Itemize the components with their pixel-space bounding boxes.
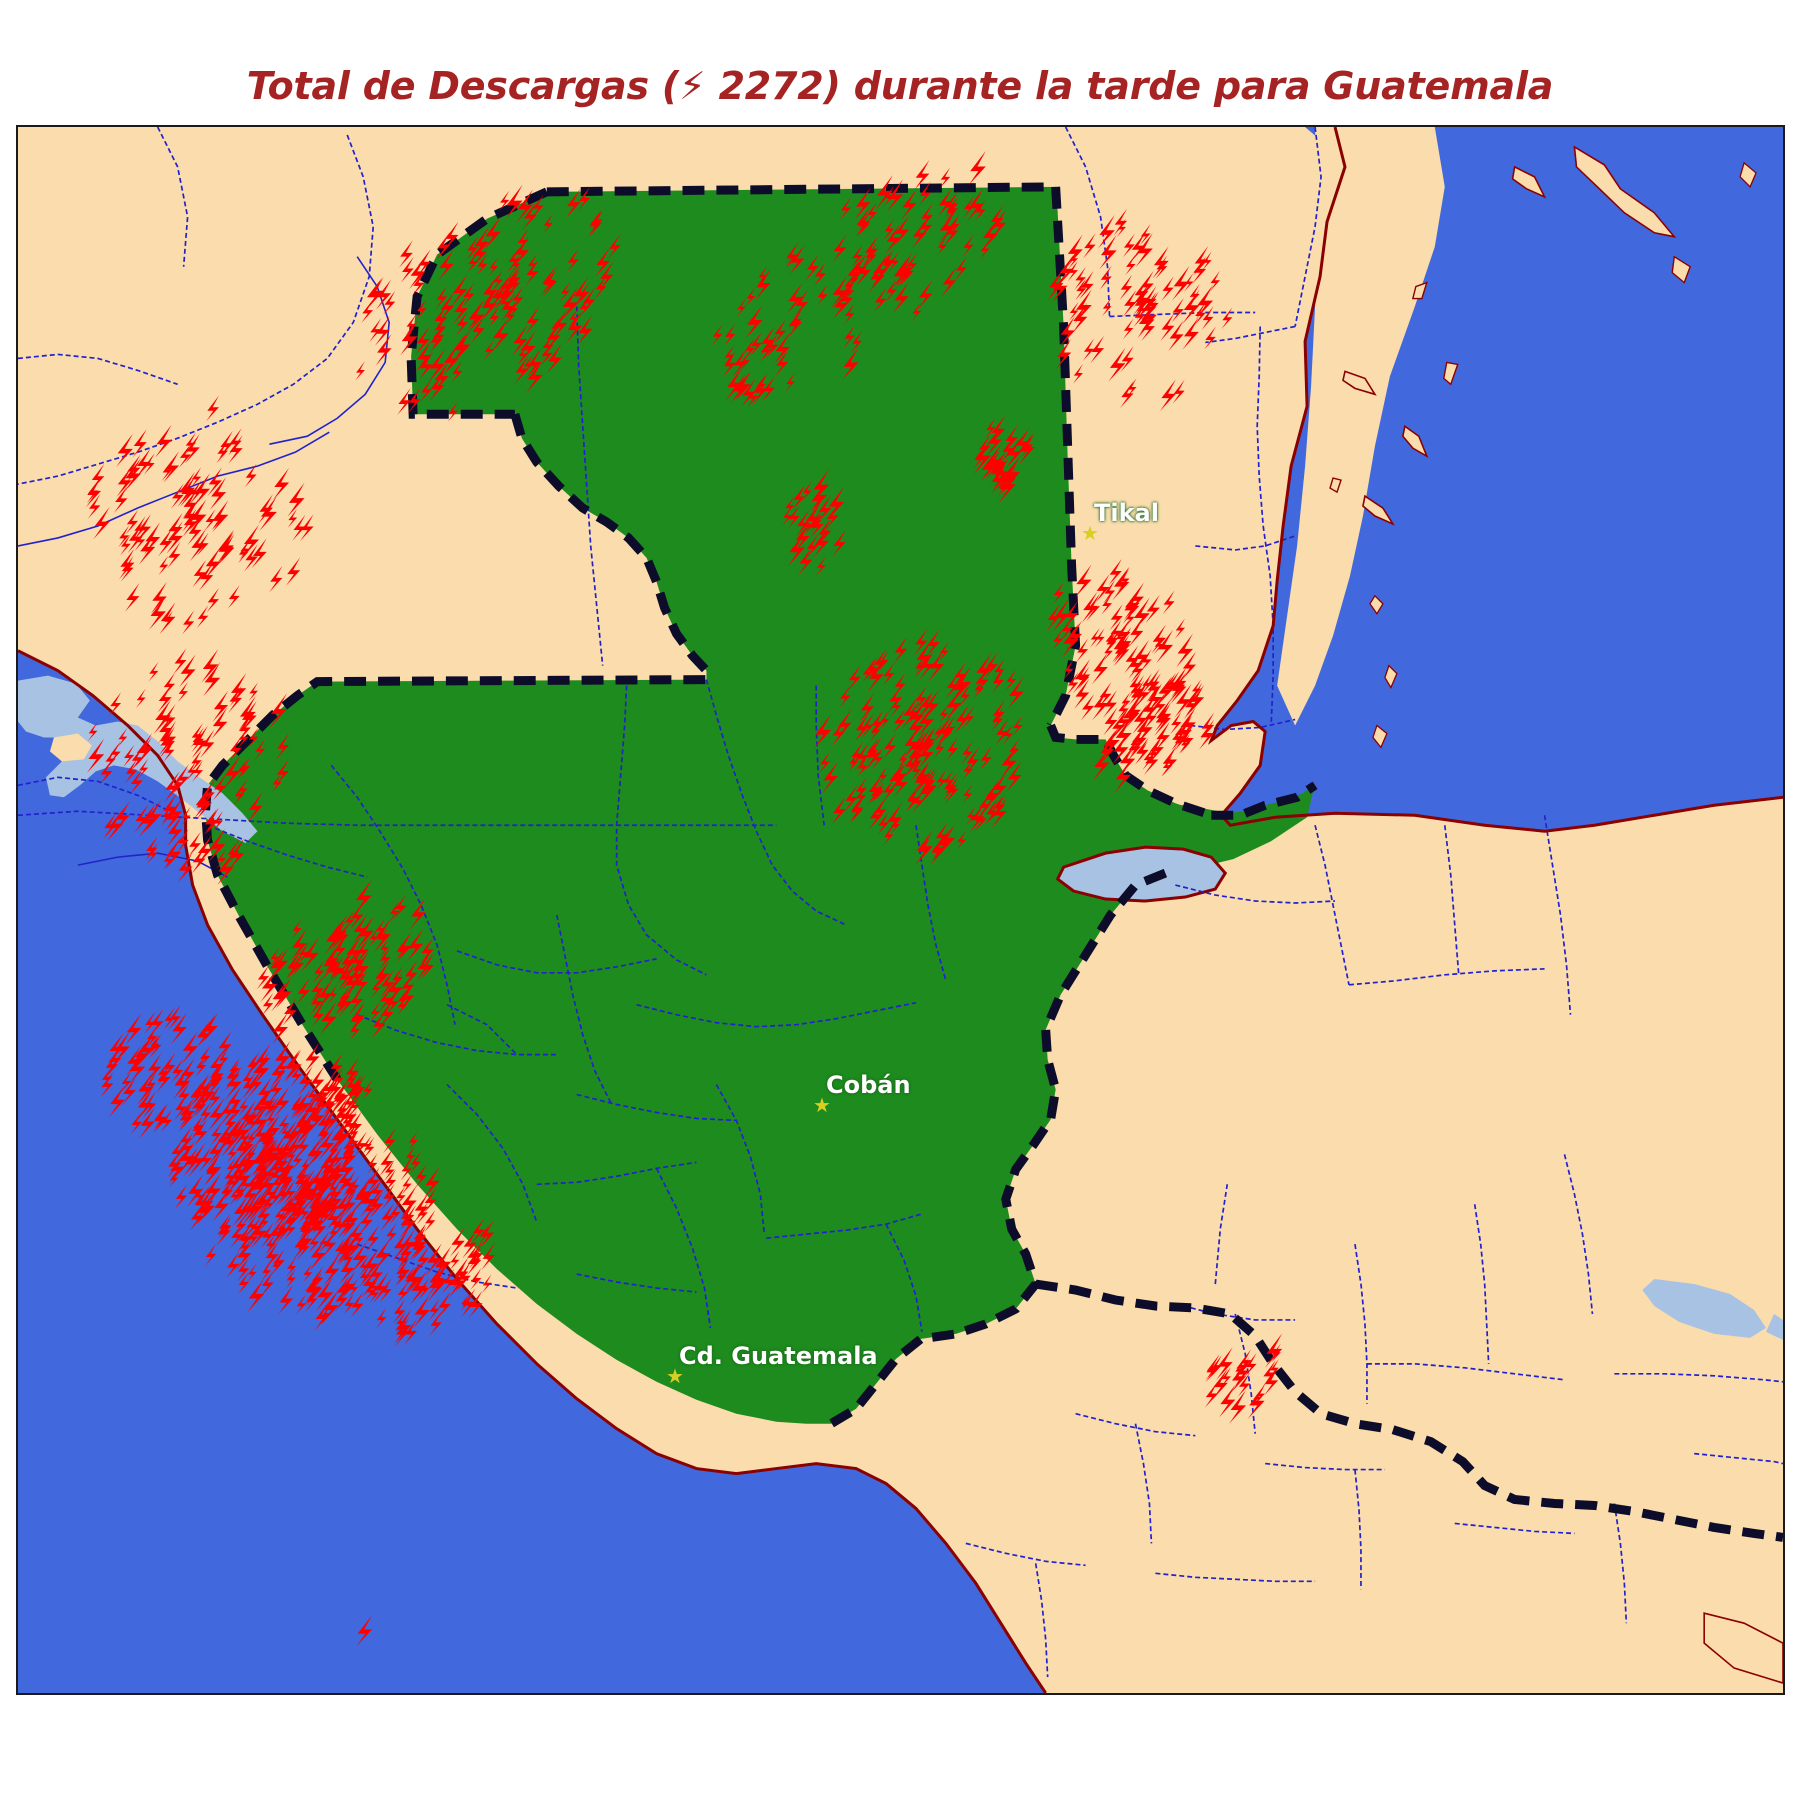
admin-boundaries-layer <box>18 127 1783 1678</box>
coastline-layer <box>18 127 1783 1693</box>
title-line-1: Total de Descargas (⚡ 2272) durante la t… <box>246 64 1554 108</box>
country-borders-layer <box>201 182 1783 1542</box>
map-vector-layer <box>18 127 1783 1693</box>
map-canvas[interactable]: ★ Tikal ★ Cobán ★ Cd. Guatemala <box>16 125 1785 1695</box>
